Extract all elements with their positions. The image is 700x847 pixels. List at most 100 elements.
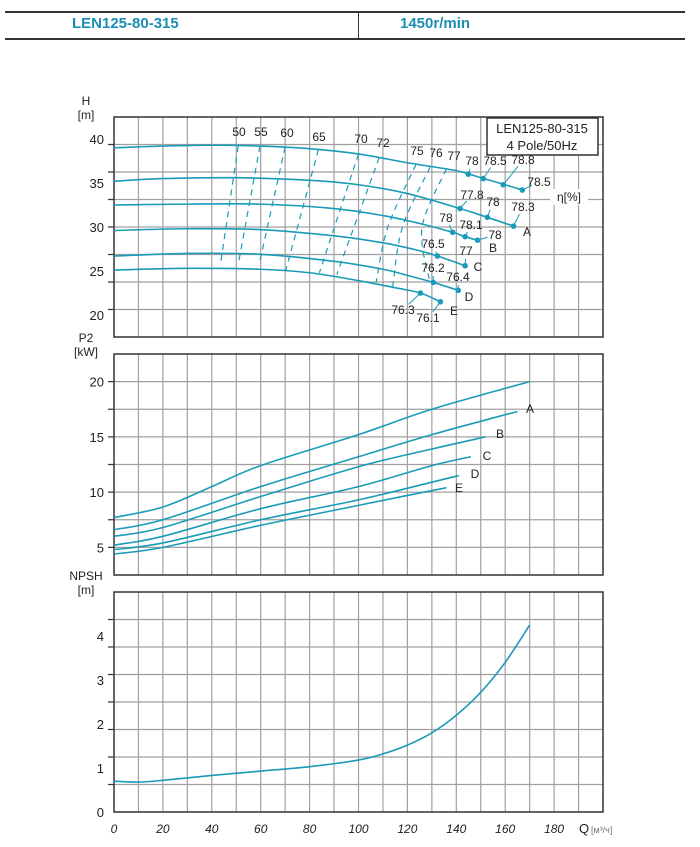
efficiency-point xyxy=(457,205,463,212)
y-tick-label: 4 xyxy=(97,629,104,644)
iso-efficiency-line-65 xyxy=(285,149,319,271)
y-tick-label: 30 xyxy=(90,220,104,235)
y-tick-label: 20 xyxy=(90,308,104,323)
iso-efficiency-line-70 xyxy=(318,153,360,273)
curve-label: B xyxy=(496,427,504,441)
y-tick-label: 1 xyxy=(97,761,104,776)
curve-label: D xyxy=(471,467,480,481)
efficiency-point xyxy=(484,214,491,221)
panel-h: 20 25 30 35 40 H[m] 50 55 60 65 70 72 75 76 77 78 78.5 78… xyxy=(78,94,604,338)
header-divider xyxy=(358,12,359,39)
x-axis-unit: [м³/ч] xyxy=(591,825,612,835)
efficiency-point xyxy=(462,233,468,240)
x-tick-label: 60 xyxy=(254,822,268,836)
panel-npsh: 0 1 2 3 4 NPSH[m] 0 20 40 60 80 100 120 140 160 180 Q [м³… xyxy=(69,569,612,836)
curve-a xyxy=(113,176,514,227)
curve-label: A xyxy=(526,402,534,416)
efficiency-label: 78 xyxy=(465,154,479,168)
x-axis-label: Q xyxy=(579,821,589,836)
curve-d xyxy=(113,474,459,551)
efficiency-point xyxy=(430,279,437,286)
x-tick-label: 120 xyxy=(397,822,417,836)
curve-e xyxy=(113,486,447,555)
header-bottom-rule xyxy=(5,38,685,40)
x-tick-label: 140 xyxy=(446,822,466,836)
y-tick-label: 5 xyxy=(97,540,104,555)
efficiency-label: 78 xyxy=(488,228,502,242)
y-tick-label: 3 xyxy=(97,673,104,688)
efficiency-label: 77.8 xyxy=(460,188,484,202)
header-model: LEN125-80-315 xyxy=(72,15,179,32)
curve-npsh xyxy=(113,624,531,783)
x-tick-label: 80 xyxy=(303,822,317,836)
efficiency-label: 78.8 xyxy=(511,153,535,167)
iso-efficiency-label: 76 xyxy=(429,146,443,160)
iso-efficiency-label: 72 xyxy=(376,136,390,150)
curve-label: A xyxy=(523,225,531,239)
y-tick-label: 20 xyxy=(90,375,104,390)
y-tick-label: 10 xyxy=(90,485,104,500)
curve-a xyxy=(113,410,518,531)
efficiency-label: 77 xyxy=(459,244,473,258)
curve-b xyxy=(113,202,478,241)
y-tick-label: 2 xyxy=(97,717,104,732)
header-top-rule xyxy=(5,11,685,13)
efficiency-point xyxy=(480,175,486,182)
x-tick-label: 0 xyxy=(111,822,118,836)
efficiency-leader xyxy=(502,165,519,186)
iso-efficiency-label: 60 xyxy=(280,126,294,140)
y-axis-unit: [m] xyxy=(78,583,95,597)
efficiency-label: 78 xyxy=(486,195,500,209)
efficiency-label: 76.3 xyxy=(391,303,415,317)
efficiency-label: 78 xyxy=(439,211,453,225)
curve-d xyxy=(113,252,459,292)
curve-max xyxy=(113,380,530,519)
plot-frame xyxy=(113,353,604,576)
curve-label: C xyxy=(483,449,492,463)
y-tick-label: 25 xyxy=(90,264,104,279)
curve-c xyxy=(113,227,466,267)
efficiency-point xyxy=(500,181,507,188)
curve-b xyxy=(113,436,486,538)
efficiency-point xyxy=(434,253,441,259)
curve-e xyxy=(113,267,441,303)
curve-label: E xyxy=(455,481,463,495)
x-tick-label: 40 xyxy=(205,822,219,836)
efficiency-point xyxy=(462,262,468,269)
efficiency-label: 76.5 xyxy=(421,237,445,251)
curve-label: B xyxy=(489,241,497,255)
efficiency-point xyxy=(465,171,472,177)
efficiency-point xyxy=(417,290,424,296)
y-tick-label: 15 xyxy=(90,430,104,445)
curve-label: C xyxy=(474,260,483,274)
iso-efficiency-label: 70 xyxy=(354,132,368,146)
efficiency-label: 78.3 xyxy=(511,200,535,214)
x-tick-label: 160 xyxy=(495,822,515,836)
curve-max xyxy=(113,144,523,191)
efficiency-label: 76.2 xyxy=(421,261,445,275)
curve-c xyxy=(113,455,472,546)
efficiency-point xyxy=(455,287,462,294)
curve-label: E xyxy=(450,304,458,318)
header-speed: 1450r/min xyxy=(400,15,471,32)
iso-efficiency-label: 55 xyxy=(254,125,268,139)
y-tick-label: 0 xyxy=(97,805,104,820)
iso-efficiency-line-72 xyxy=(336,157,380,275)
y-tick-label: 40 xyxy=(90,132,104,147)
iso-efficiency-line-77 xyxy=(420,168,448,281)
efficiency-point xyxy=(519,187,526,193)
y-axis-unit: [kW] xyxy=(74,345,98,359)
efficiency-point xyxy=(449,229,456,236)
y-tick-label: 35 xyxy=(90,176,104,191)
model-info-box xyxy=(486,117,599,156)
iso-efficiency-label: 75 xyxy=(410,144,424,158)
iso-efficiency-label: 77 xyxy=(447,149,461,163)
eta-label: η[%] xyxy=(557,190,581,204)
y-axis-unit: [m] xyxy=(78,108,95,122)
efficiency-label: 78.5 xyxy=(483,154,507,168)
y-axis-label: P2 xyxy=(79,331,94,345)
x-tick-label: 100 xyxy=(348,822,368,836)
iso-efficiency-line-60 xyxy=(258,146,286,265)
